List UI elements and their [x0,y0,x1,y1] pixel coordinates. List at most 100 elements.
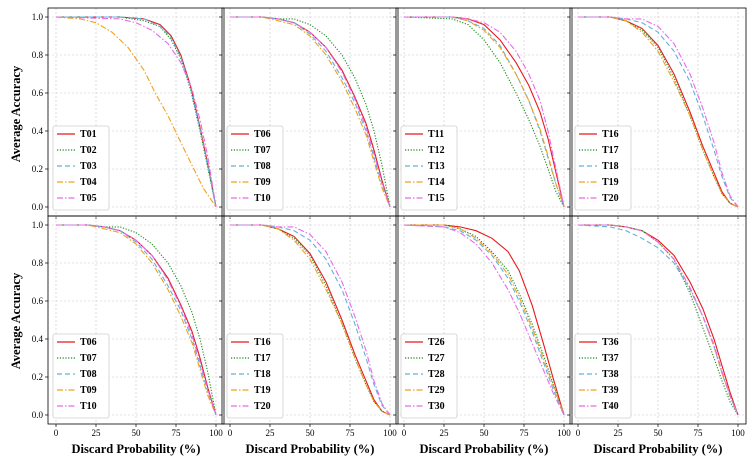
y-tick-label: 0.8 [32,50,44,60]
legend-label-T09: T09 [254,177,271,188]
series-line-T07 [56,224,217,416]
legend-label-T19: T19 [254,385,271,396]
y-tick-label: 0.4 [32,126,44,136]
y-axis-label-bottom: Average Accuracy [9,272,23,369]
legend-label-T09: T09 [80,385,97,396]
legend-box [400,333,458,419]
series-line-T08 [230,16,391,208]
legend-label-T39: T39 [602,385,619,396]
x-tick-label: 100 [731,428,745,438]
chart-panel-r0c1: T06 T07 T08 T09 T10 [219,7,399,219]
series-line-T03 [56,16,217,208]
x-tick-label: 0 [402,428,407,438]
legend-label-T18: T18 [602,161,619,172]
y-tick-label: 1.0 [32,220,44,230]
legend-label-T29: T29 [428,385,445,396]
series-line-T12 [403,16,565,208]
y-tick-label: 0.0 [32,410,44,420]
series-line-T05 [55,16,217,208]
series-line-T09 [230,16,391,208]
legend-box [574,333,632,419]
legend-label-T16: T16 [602,129,619,140]
series-line-T10 [230,16,391,208]
x-tick-label: 50 [654,428,664,438]
legend-label-T14: T14 [428,177,445,188]
series-line-T19 [230,224,391,416]
x-tick-label: 25 [266,428,276,438]
series-line-T29 [404,224,565,416]
y-tick-label: 0.2 [32,164,43,174]
chart-panel-r0c3: T16 T17 T18 T19 T20 [567,7,747,219]
x-tick-label: 100 [209,428,223,438]
chart-panel-r0c2: T11 T12 T13 T14 T15 [393,7,573,219]
chart-panel-r1c3: 0 25 50 75 100 T36 T37 T38 T39 T40 [567,215,747,438]
x-axis-label-2: Discard Probability (%) [246,442,375,456]
y-tick-label: 0.8 [32,258,44,268]
legend-label-T17: T17 [254,353,271,364]
legend-box [226,333,284,419]
legend-label-T40: T40 [602,401,619,412]
x-tick-label: 25 [92,428,102,438]
series-line-T17 [230,224,391,416]
x-tick-label: 100 [383,428,397,438]
legend-label-T08: T08 [254,161,271,172]
legend-label-T04: T04 [80,177,97,188]
x-tick-label: 0 [576,428,581,438]
series-line-T17 [578,16,739,208]
legend-label-T13: T13 [428,161,445,172]
legend: T26 T27 T28 T29 T30 [400,333,458,419]
x-axis-label-1: Discard Probability (%) [72,442,201,456]
legend-label-T20: T20 [602,193,619,204]
legend: T06 T07 T08 T09 T10 [226,125,284,211]
x-axis-label-4: Discard Probability (%) [594,442,723,456]
legend: T36 T37 T38 T39 T40 [574,333,632,419]
chart-panel-r1c2: 0 25 50 75 100 T26 T27 T28 T29 T30 [393,215,573,438]
legend-label-T01: T01 [80,129,97,140]
legend-label-T10: T10 [80,401,97,412]
y-tick-label: 0.6 [32,88,44,98]
legend-label-T26: T26 [428,337,445,348]
legend-label-T38: T38 [602,369,619,380]
x-tick-label: 50 [480,428,490,438]
legend-box [52,333,110,419]
legend-label-T20: T20 [254,401,271,412]
x-tick-label: 50 [306,428,316,438]
legend-label-T10: T10 [254,193,271,204]
legend-box [226,125,284,211]
series-line-T26 [404,224,565,416]
y-tick-label: 0.4 [32,334,44,344]
chart-panel-r0c0: 0.0 0.2 0.4 0.6 0.8 1.0 T01 T02 T03 T04 T05 [32,7,225,219]
series-line-T15 [404,16,565,208]
legend-box [574,125,632,211]
series-line-T08 [56,224,217,416]
legend-label-T18: T18 [254,369,271,380]
legend-label-T05: T05 [80,193,97,204]
series-line-T40 [578,224,739,416]
legend-box [52,125,110,211]
series-line-T09 [56,224,217,416]
legend-label-T27: T27 [428,353,445,364]
series-line-T14 [404,16,565,208]
y-tick-label: 0.2 [32,372,43,382]
x-tick-label: 50 [132,428,142,438]
legend-label-T30: T30 [428,401,445,412]
legend-label-T12: T12 [428,145,445,156]
series-line-T04 [55,16,217,208]
y-tick-label: 0.0 [32,202,44,212]
legend: T11 T12 T13 T14 T15 [400,125,458,211]
x-tick-label: 75 [694,428,704,438]
x-tick-label: 75 [346,428,356,438]
legend-label-T11: T11 [428,129,444,140]
y-axis-label-top: Average Accuracy [9,65,23,162]
legend-label-T36: T36 [602,337,619,348]
x-axis-label-3: Discard Probability (%) [420,442,549,456]
legend-label-T19: T19 [602,177,619,188]
series-line-T30 [403,224,565,416]
chart-panel-r1c1: 0 25 50 75 100 T16 T17 T18 T19 T20 [219,215,399,438]
legend-label-T02: T02 [80,145,97,156]
chart-panel-r1c0: 0 25 50 75 100 0.0 0.2 0.4 0.6 0.8 1.0 T06 T07 T08 T09… [32,215,225,438]
x-tick-label: 75 [520,428,530,438]
x-tick-label: 100 [557,428,571,438]
legend-label-T03: T03 [80,161,97,172]
